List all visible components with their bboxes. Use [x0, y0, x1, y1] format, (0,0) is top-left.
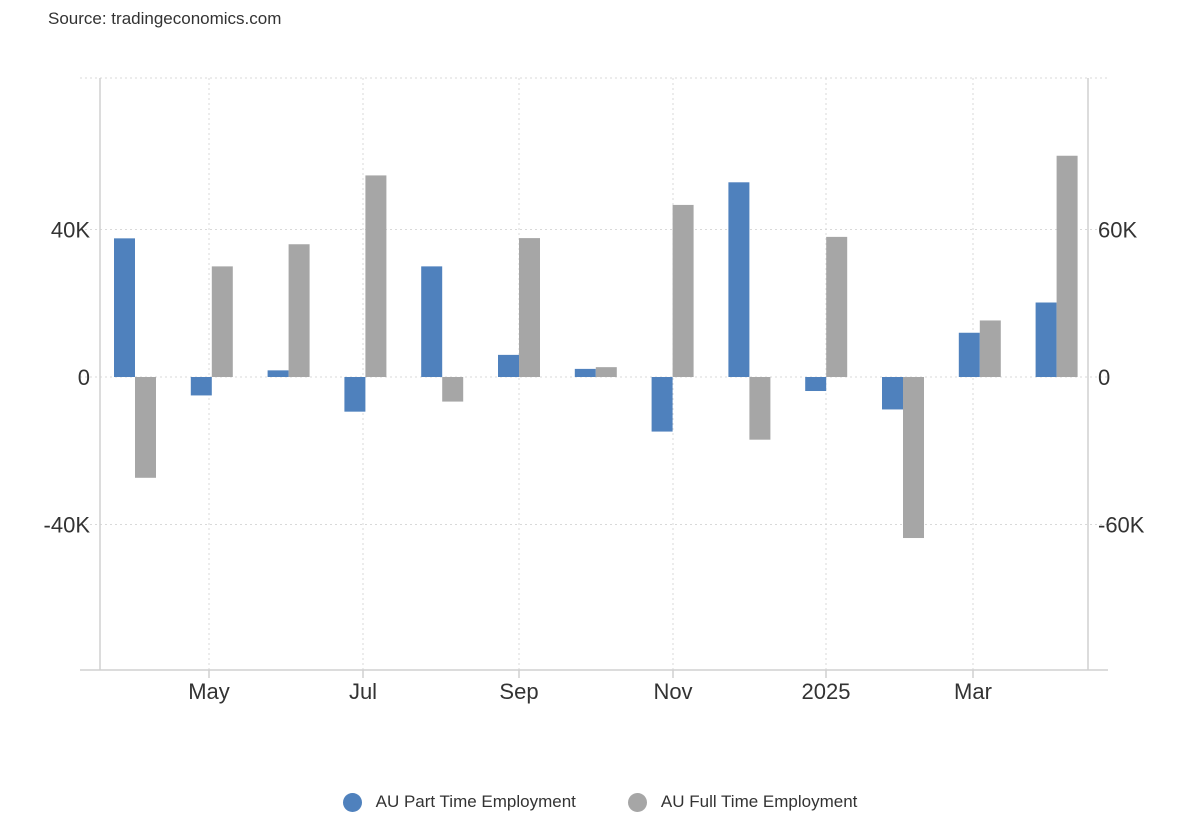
- bar-full-time: [826, 236, 848, 377]
- legend-item-part-time[interactable]: AU Part Time Employment: [342, 792, 576, 812]
- bar-part-time: [574, 368, 596, 377]
- bar-part-time: [651, 377, 673, 432]
- tick-labels: 40K 0 -40K 60K 0 -60K May Jul Sep Nov 2025 Mar: [44, 218, 1145, 705]
- bar-part-time: [114, 238, 135, 377]
- bar-full-time: [903, 377, 924, 539]
- x-tick-label: Mar: [954, 679, 992, 704]
- bar-part-time: [958, 332, 980, 377]
- bar-full-time: [135, 377, 156, 478]
- legend-label-part-time: AU Part Time Employment: [375, 792, 576, 811]
- legend-label-full-time: AU Full Time Employment: [660, 792, 858, 811]
- source-label: Source: tradingeconomics.com: [48, 9, 282, 28]
- x-tick-label: Nov: [653, 679, 692, 704]
- bar-part-time: [805, 377, 827, 392]
- bar-full-time: [519, 238, 540, 377]
- y-left-tick-label: 40K: [51, 218, 90, 243]
- bar-full-time: [672, 204, 694, 377]
- bar-part-time: [1035, 302, 1057, 377]
- bar-full-time: [288, 244, 310, 377]
- x-tick-label: 2025: [802, 679, 851, 704]
- bar-full-time: [749, 377, 771, 440]
- bar-full-time: [595, 367, 617, 377]
- x-tick-label: Sep: [499, 679, 538, 704]
- bar-part-time: [421, 266, 443, 377]
- legend: AU Part Time Employment AU Full Time Emp…: [0, 792, 1200, 812]
- legend-marker-part-time: [342, 792, 362, 812]
- bars: [114, 155, 1078, 539]
- bar-full-time: [442, 377, 464, 402]
- bar-part-time: [498, 354, 519, 377]
- bar-part-time: [344, 377, 366, 412]
- y-right-tick-label: 0: [1098, 365, 1110, 390]
- y-left-tick-label: 0: [78, 365, 90, 390]
- bar-full-time: [211, 266, 233, 377]
- bar-full-time: [979, 320, 1001, 377]
- legend-item-full-time[interactable]: AU Full Time Employment: [627, 792, 858, 812]
- bar-part-time: [190, 377, 212, 396]
- bar-part-time: [728, 182, 750, 377]
- bar-chart: 40K 0 -40K 60K 0 -60K May Jul Sep Nov 2025 Mar: [44, 77, 1145, 705]
- bar-part-time: [882, 377, 903, 410]
- y-right-tick-label: 60K: [1098, 218, 1137, 243]
- y-right-tick-label: -60K: [1098, 513, 1145, 538]
- legend-marker-full-time: [627, 792, 647, 812]
- bar-part-time: [267, 370, 289, 377]
- y-left-tick-label: -40K: [44, 513, 91, 538]
- bar-full-time: [1056, 155, 1078, 377]
- x-tick-label: Jul: [349, 679, 377, 704]
- x-tick-label: May: [188, 679, 230, 704]
- axes: [80, 78, 1108, 678]
- bar-full-time: [365, 175, 387, 377]
